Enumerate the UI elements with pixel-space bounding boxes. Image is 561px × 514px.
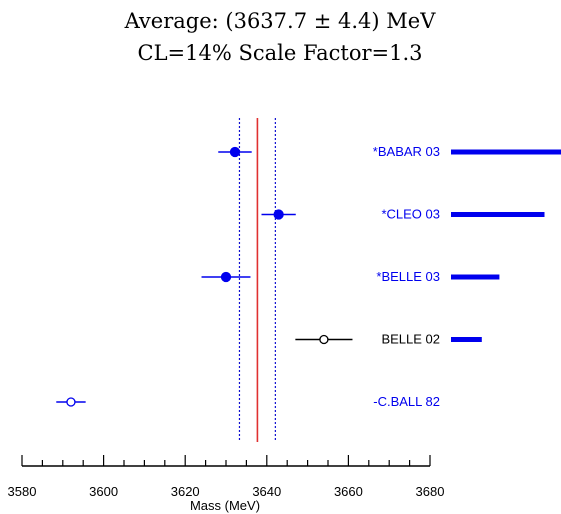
measurement-label: *CLEO 03 — [381, 207, 440, 222]
measurement-point — [201, 271, 251, 283]
chart-subtitle: CL=14% Scale Factor=1.3 — [138, 41, 423, 65]
x-tick-label: 3660 — [334, 484, 363, 499]
measurement-marks — [56, 146, 353, 407]
open-point — [66, 397, 76, 407]
weight-bar — [451, 274, 500, 280]
filled-point — [273, 209, 284, 220]
measurement-point — [295, 334, 353, 345]
measurement-label: *BELLE 03 — [376, 269, 440, 284]
x-tick-label: 3580 — [8, 484, 37, 499]
x-tick-label: 3640 — [252, 484, 281, 499]
measurement-point — [218, 146, 252, 158]
weight-bar — [451, 337, 482, 342]
weight-bar — [451, 212, 545, 217]
x-tick-label: 3600 — [89, 484, 118, 499]
filled-point — [220, 271, 232, 283]
measurement-label: *BABAR 03 — [373, 144, 440, 159]
x-axis-label: Mass (MeV) — [190, 498, 260, 513]
measurement-point — [261, 209, 296, 220]
x-axis: 3580 3600 3620 3640 3660 3680 — [8, 455, 445, 499]
weight-bar — [451, 149, 561, 155]
measurement-labels: *BABAR 03 *CLEO 03 *BELLE 03 BELLE 02 -C.BAL… — [373, 144, 440, 409]
average-band — [238, 118, 276, 442]
x-tick-label: 3620 — [171, 484, 200, 499]
measurement-point — [56, 397, 86, 407]
measurement-label: BELLE 02 — [381, 332, 440, 347]
chart-title: Average: (3637.7 ± 4.4) MeV — [124, 9, 437, 33]
weight-bars — [451, 149, 561, 342]
measurement-label: -C.BALL 82 — [373, 394, 440, 409]
x-tick-label: 3680 — [416, 484, 445, 499]
open-point — [319, 334, 329, 345]
filled-point — [229, 146, 241, 158]
